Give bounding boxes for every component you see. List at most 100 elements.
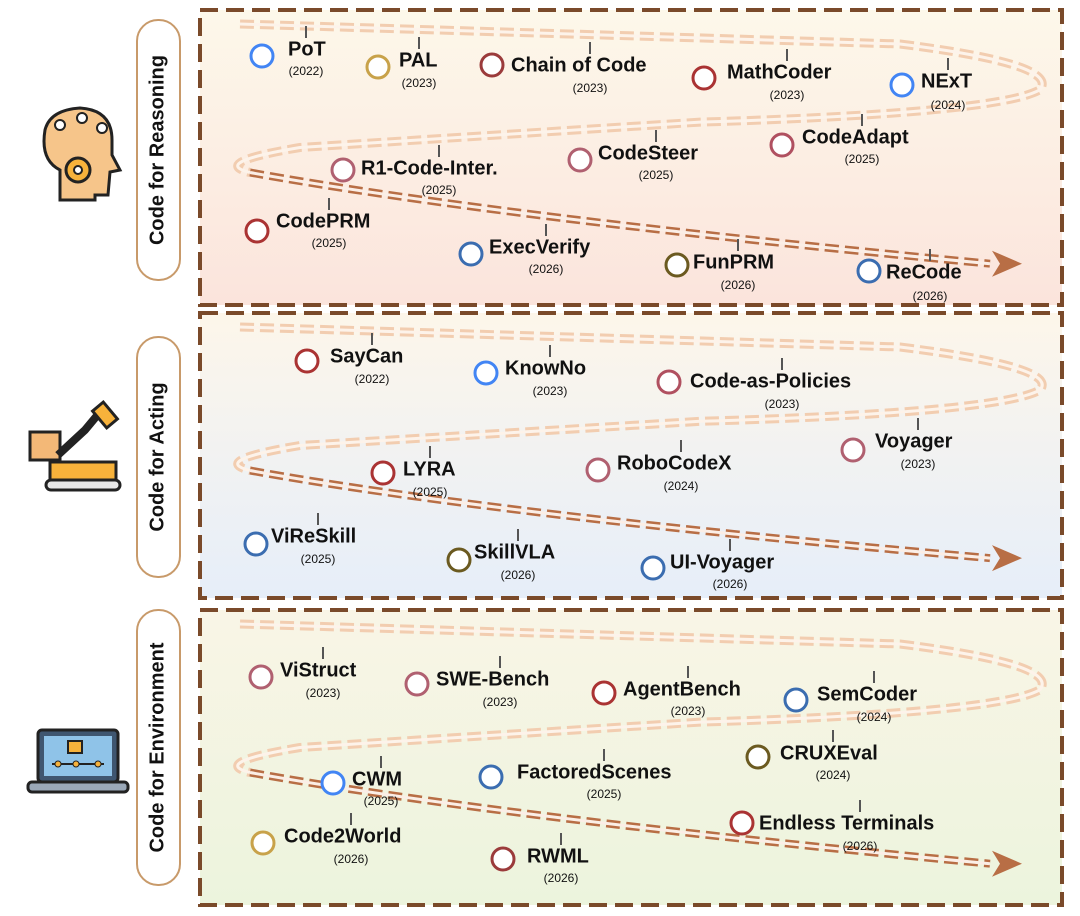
logo (370, 460, 396, 486)
item-year: (2026) (529, 262, 564, 276)
logo (244, 218, 270, 244)
logo (446, 547, 472, 573)
item-name: ViReSkill (271, 525, 356, 547)
item-name: Code2World (284, 825, 401, 847)
logo (840, 437, 866, 463)
logo (365, 54, 391, 80)
item-year: (2026) (334, 852, 369, 866)
item-name: CRUXEval (780, 742, 878, 764)
item-name: RWML (527, 845, 589, 867)
item-year: (2026) (713, 577, 748, 591)
item-name: Endless Terminals (759, 812, 934, 834)
item-name: SWE-Bench (436, 668, 549, 690)
logo (243, 531, 269, 557)
item-year: (2022) (355, 372, 390, 386)
item-name: MathCoder (727, 61, 832, 83)
item-year: (2026) (843, 839, 878, 853)
environment-icon (26, 728, 130, 794)
item-year: (2024) (857, 710, 892, 724)
logo (769, 132, 795, 158)
timeline-path-inner (236, 325, 1044, 472)
item-year: (2025) (413, 485, 448, 499)
timeline-arrow-inner (249, 171, 991, 266)
item-year: (2026) (544, 871, 579, 885)
section-label: Code for Acting (146, 382, 168, 531)
item-year: (2024) (816, 768, 851, 782)
timeline-path-inner (236, 622, 1044, 774)
logo (473, 360, 499, 386)
item-name: AgentBench (623, 678, 741, 700)
item-year: (2025) (845, 152, 880, 166)
logo (640, 555, 666, 581)
item-name: PAL (399, 49, 438, 71)
logo (479, 52, 505, 78)
arrow-head (992, 545, 1022, 572)
timeline-arrow-inner (249, 469, 991, 560)
item-year: (2023) (770, 88, 805, 102)
section-pill (136, 336, 181, 578)
logo (478, 764, 504, 790)
item-name: CodeAdapt (802, 126, 909, 148)
item-name: NExT (921, 70, 972, 92)
item-year: (2023) (533, 384, 568, 398)
item-name: UI-Voyager (670, 551, 774, 573)
logo (889, 72, 915, 98)
item-year: (2025) (422, 183, 457, 197)
item-year: (2023) (402, 76, 437, 90)
item-name: R1-Code-Inter. (361, 157, 498, 179)
item-year: (2023) (306, 686, 341, 700)
item-year: (2023) (765, 397, 800, 411)
item-name: Code-as-Policies (690, 370, 851, 392)
logo (248, 664, 274, 690)
item-name: FunPRM (693, 251, 774, 273)
logo (404, 671, 430, 697)
section-pill (136, 609, 181, 886)
arrow-head (992, 850, 1022, 877)
item-year: (2026) (721, 278, 756, 292)
logo (664, 252, 690, 278)
logo (330, 157, 356, 183)
section-label: Code for Environment (146, 642, 168, 852)
item-name: RoboCodeX (617, 452, 732, 474)
item-name: LYRA (403, 458, 456, 480)
logo (729, 810, 755, 836)
item-year: (2024) (664, 479, 699, 493)
logo (320, 770, 346, 796)
item-year: (2025) (364, 794, 399, 808)
item-name: CodeSteer (598, 142, 698, 164)
logo (294, 348, 320, 374)
section-label: Code for Reasoning (146, 55, 168, 245)
logo (656, 369, 682, 395)
logo (691, 65, 717, 91)
item-name: Voyager (875, 430, 953, 452)
acting-icon (28, 399, 122, 492)
item-year: (2023) (573, 81, 608, 95)
item-year: (2025) (312, 236, 347, 250)
logo (591, 680, 617, 706)
section-pill (136, 19, 181, 281)
item-year: (2023) (483, 695, 518, 709)
item-year: (2022) (289, 64, 324, 78)
reasoning-icon (42, 106, 123, 202)
logo (250, 830, 276, 856)
item-name: KnowNo (505, 357, 586, 379)
logo (745, 744, 771, 770)
item-name: ViStruct (280, 659, 357, 681)
item-name: CWM (352, 768, 402, 790)
item-name: SkillVLA (474, 541, 555, 563)
item-year: (2025) (301, 552, 336, 566)
item-name: FactoredScenes (517, 761, 672, 783)
item-year: (2023) (671, 704, 706, 718)
item-name: ExecVerify (489, 236, 591, 258)
logo (458, 241, 484, 267)
logo (585, 457, 611, 483)
logo (856, 258, 882, 284)
arrow-head (992, 250, 1022, 277)
item-year: (2025) (639, 168, 674, 182)
item-year: (2026) (501, 568, 536, 582)
logo (567, 147, 593, 173)
item-year: (2024) (931, 98, 966, 112)
timeline-path-inner (236, 22, 1044, 174)
item-name: PoT (288, 38, 326, 60)
